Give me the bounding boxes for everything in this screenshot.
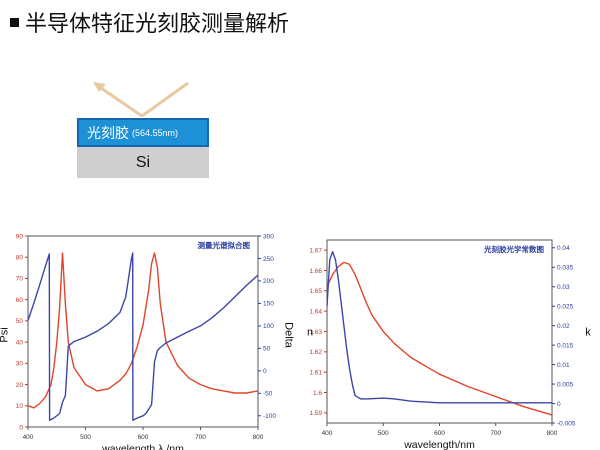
photoresist-label: 光刻胶 [87,124,129,141]
x-axis-label: wavelength/nm [403,439,475,450]
y2-tick-label: 150 [263,301,274,308]
y2-tick-label: 300 [263,233,274,240]
silicon-substrate: Si [77,147,209,178]
y-tick-label: 1.6 [313,390,322,397]
y2-tick-label: 250 [263,256,274,263]
chart-title: 光刻胶光学常数图 [483,244,544,254]
x-tick-label: 800 [253,434,264,441]
photoresist-thickness: (564.55nm) [132,127,179,138]
y2-tick-label: 50 [263,346,271,353]
y2-tick-label: 0.03 [557,284,570,291]
x-tick-label: 400 [322,430,333,437]
y2-axis-label: k [585,327,591,339]
y-axis-label: Psi [0,327,11,342]
y-tick-label: 50 [16,318,24,325]
y-tick-label: 90 [16,233,24,240]
y-tick-label: 1.64 [309,308,322,315]
y-tick-label: 1.63 [309,329,322,336]
series-line-right [27,252,259,422]
y2-tick-label: 100 [263,323,274,330]
arrowhead-icon [93,82,106,92]
y-tick-label: 60 [16,297,24,304]
y-tick-label: 40 [16,339,24,346]
y-axis-label: n [307,327,313,339]
y-tick-label: 20 [16,382,24,389]
y2-tick-label: 0.025 [557,303,574,310]
x-tick-label: 700 [195,434,206,441]
layer-stack-diagram: 光刻胶 (564.55nm) Si [60,70,230,190]
spectrum-fit-chart: 400 500 600 700 8000102030405060708090-100-5… [0,233,295,450]
y-tick-label: 1.67 [309,247,322,254]
substrate-label: Si [135,153,151,171]
chart-title: 测量光谱拟合图 [198,240,251,250]
y-tick-label: 1.66 [309,268,322,275]
y2-tick-label: 0.01 [557,362,570,369]
x-tick-label: 800 [547,430,558,437]
reflected-ray [97,84,143,118]
plot-area [27,235,259,428]
bullet-icon [10,17,19,27]
x-tick-label: 600 [434,430,445,437]
y2-axis-label: Delta [283,322,295,349]
y-tick-label: 1.62 [309,349,322,356]
y2-tick-label: 200 [263,278,274,285]
y2-tick-label: 0 [263,368,267,375]
series-line-left [326,261,553,416]
x-axis-label: wavelength λ /nm [101,443,184,450]
y2-tick-label: 0.005 [557,381,574,388]
y2-tick-label: -0.005 [557,420,576,427]
y-tick-label: 1.61 [309,369,322,376]
plot-area [326,239,553,424]
y2-tick-label: -100 [263,413,276,420]
y2-tick-label: 0.015 [557,342,574,349]
y2-tick-label: 0.035 [557,265,574,272]
series-line-right [326,251,552,404]
optical-constants-chart: 400 500 600 700 800 1.59 1.6 1.61 1.62 1.63 1.64 1.… [307,239,591,450]
y-tick-label: 30 [16,361,24,368]
incident-ray [141,81,189,118]
x-tick-label: 700 [490,430,501,437]
y-tick-label: 80 [16,255,24,262]
reflection-arrows [93,81,189,118]
x-tick-label: 500 [378,430,389,437]
photoresist-layer: 光刻胶 (564.55nm) [77,118,209,147]
y-tick-label: 1.59 [309,410,322,417]
y2-tick-label: 0.04 [557,245,570,252]
x-tick-label: 600 [138,434,149,441]
x-tick-label: 400 [23,434,34,441]
y2-tick-label: 0.02 [557,323,570,330]
x-tick-label: 500 [80,434,91,441]
series-line-left [27,252,259,409]
y-tick-label: 1.65 [309,288,322,295]
y2-tick-label: 0 [557,401,561,408]
y-tick-label: 0 [19,424,23,431]
y-tick-label: 10 [16,403,24,410]
y-tick-label: 70 [16,276,24,283]
y2-tick-label: -50 [263,391,273,398]
slide-title-text: 半导体特征光刻胶测量解析 [25,11,290,36]
slide-title: 半导体特征光刻胶测量解析 [10,6,289,38]
